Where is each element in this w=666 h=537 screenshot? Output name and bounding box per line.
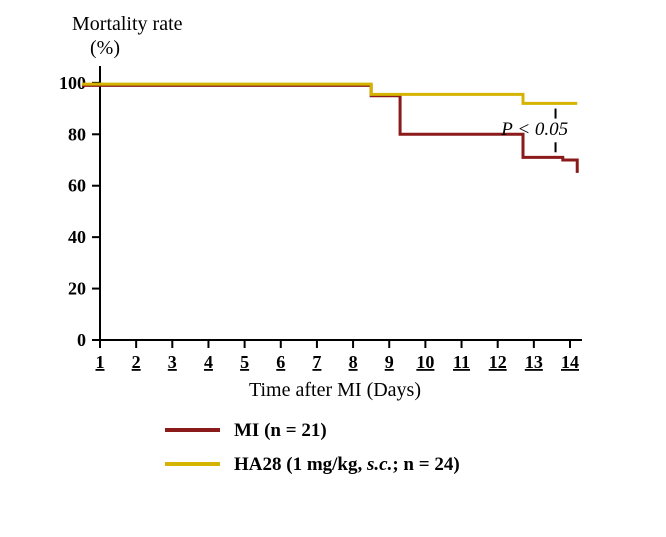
x-tick-label: 6 — [276, 352, 285, 372]
x-tick-label: 7 — [312, 352, 321, 372]
x-tick-label: 1 — [96, 352, 105, 372]
x-tick-label: 5 — [240, 352, 249, 372]
x-tick-label: 10 — [416, 352, 434, 372]
x-tick-label: 13 — [525, 352, 543, 372]
y-axis-title-line1: Mortality rate — [72, 13, 183, 35]
x-tick-label: 2 — [132, 352, 141, 372]
y-tick-label: 40 — [68, 227, 86, 247]
x-tick-label: 4 — [204, 352, 213, 372]
x-tick-label: 12 — [489, 352, 507, 372]
p-value-annotation: P < 0.05 — [500, 119, 568, 140]
legend-label-mi: MI (n = 21) — [234, 420, 327, 441]
x-tick-label: 8 — [349, 352, 358, 372]
x-tick-label: 9 — [385, 352, 394, 372]
y-tick-label: 0 — [77, 330, 86, 350]
x-tick-label: 14 — [561, 352, 579, 372]
x-tick-label: 3 — [168, 352, 177, 372]
x-axis-title: Time after MI (Days) — [249, 379, 421, 401]
y-axis-title-line2: (%) — [90, 37, 120, 59]
survival-chart: Mortality rate(%)02040608010012345678910… — [0, 0, 666, 537]
y-tick-label: 20 — [68, 279, 86, 299]
y-tick-label: 80 — [68, 124, 86, 144]
x-tick-label: 11 — [453, 352, 470, 372]
legend-label-ha28: HA28 (1 mg/kg, s.c.; n = 24) — [234, 454, 460, 475]
y-tick-label: 60 — [68, 176, 86, 196]
